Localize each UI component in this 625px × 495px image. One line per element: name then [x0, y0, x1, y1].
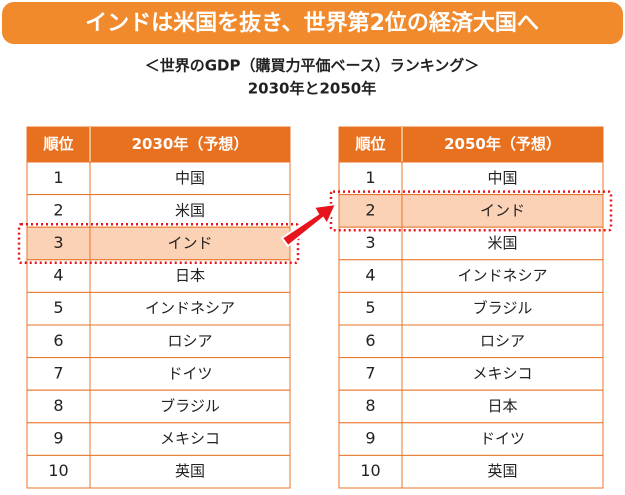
rank-cell: 6: [365, 331, 375, 350]
table-row: [338, 194, 604, 228]
table-row: [26, 161, 291, 196]
table-row: [338, 422, 604, 456]
tables: 順位 2030年（予想） 1 中国 2 米国 3 インド 4 日本 5 インドネシア 6 ロシア 7 ドイツ 8…: [17, 126, 613, 489]
rank-cell: 2: [365, 200, 375, 219]
table-row: [338, 324, 604, 359]
country-cell: ドイツ: [167, 364, 212, 382]
title: インドは米国を抜き、世界第2位の経済大国へ: [85, 10, 539, 36]
table-row: [338, 291, 604, 326]
country-cell: インド: [167, 234, 212, 252]
rank-cell: 1: [365, 168, 375, 187]
country-cell: メキシコ: [160, 430, 220, 448]
table-row: [338, 161, 604, 196]
rank-cell: 1: [53, 168, 63, 187]
country-cell: 英国: [487, 462, 517, 480]
table-row: [338, 226, 604, 261]
country-cell: 中国: [175, 169, 205, 187]
rank-cell: 2: [53, 200, 63, 219]
rank-cell: 9: [53, 429, 63, 448]
rank-cell: 4: [365, 266, 375, 285]
highlight-outline: [329, 190, 613, 232]
country-cell: 米国: [175, 201, 205, 219]
country-cell: メキシコ: [472, 364, 532, 382]
highlight-outline: [17, 222, 300, 265]
rank-cell: 6: [53, 331, 63, 350]
rank-cell: 9: [365, 429, 375, 448]
header-cell: 2030年（予想）: [132, 135, 249, 153]
table-row: [338, 454, 604, 489]
country-cell: ドイツ: [480, 430, 525, 448]
table-row: [26, 324, 291, 359]
country-cell: ブラジル: [160, 397, 220, 415]
rank-cell: 5: [365, 298, 375, 317]
table-header: [26, 126, 291, 163]
table-row: [338, 389, 604, 424]
rank-cell: 8: [365, 396, 375, 415]
rank-cell: 7: [365, 363, 375, 382]
table-row: [26, 389, 291, 424]
rank-cell: 7: [53, 363, 63, 382]
title-banner: [2, 2, 623, 44]
table-row: [26, 357, 291, 391]
subtitle: 2030年と2050年: [248, 80, 377, 98]
country-cell: 日本: [175, 267, 205, 285]
rank-cell: 4: [53, 266, 63, 285]
country-cell: ロシア: [480, 332, 525, 350]
country-cell: インドネシア: [457, 267, 547, 285]
header-cell: 2050年（予想）: [444, 135, 561, 153]
arrow: [280, 202, 338, 248]
table-row: [26, 226, 291, 261]
country-cell: 英国: [175, 462, 205, 480]
table-row: [26, 291, 291, 326]
country-cell: ブラジル: [473, 299, 533, 317]
rank-cell: 10: [360, 461, 380, 480]
rank-cell: 8: [53, 396, 63, 415]
header-cell: 順位: [42, 135, 73, 153]
rank-cell: 10: [48, 461, 68, 480]
table-row: [26, 194, 291, 228]
country-cell: 米国: [487, 234, 517, 252]
subtitle: ＜世界のGDP（購買力平価ベース）ランキング＞: [145, 57, 480, 75]
rank-cell: 5: [53, 298, 63, 317]
table-row: [26, 422, 291, 456]
rank-cell: 3: [365, 233, 375, 252]
country-cell: インド: [480, 201, 525, 219]
country-cell: ロシア: [167, 332, 212, 350]
header-cell: 順位: [354, 135, 385, 153]
country-cell: 日本: [487, 397, 517, 415]
table-row: [26, 454, 291, 489]
table-row: [26, 259, 291, 293]
table-row: [338, 357, 604, 391]
country-cell: インドネシア: [145, 299, 235, 317]
rank-cell: 3: [53, 233, 63, 252]
country-cell: 中国: [487, 169, 517, 187]
